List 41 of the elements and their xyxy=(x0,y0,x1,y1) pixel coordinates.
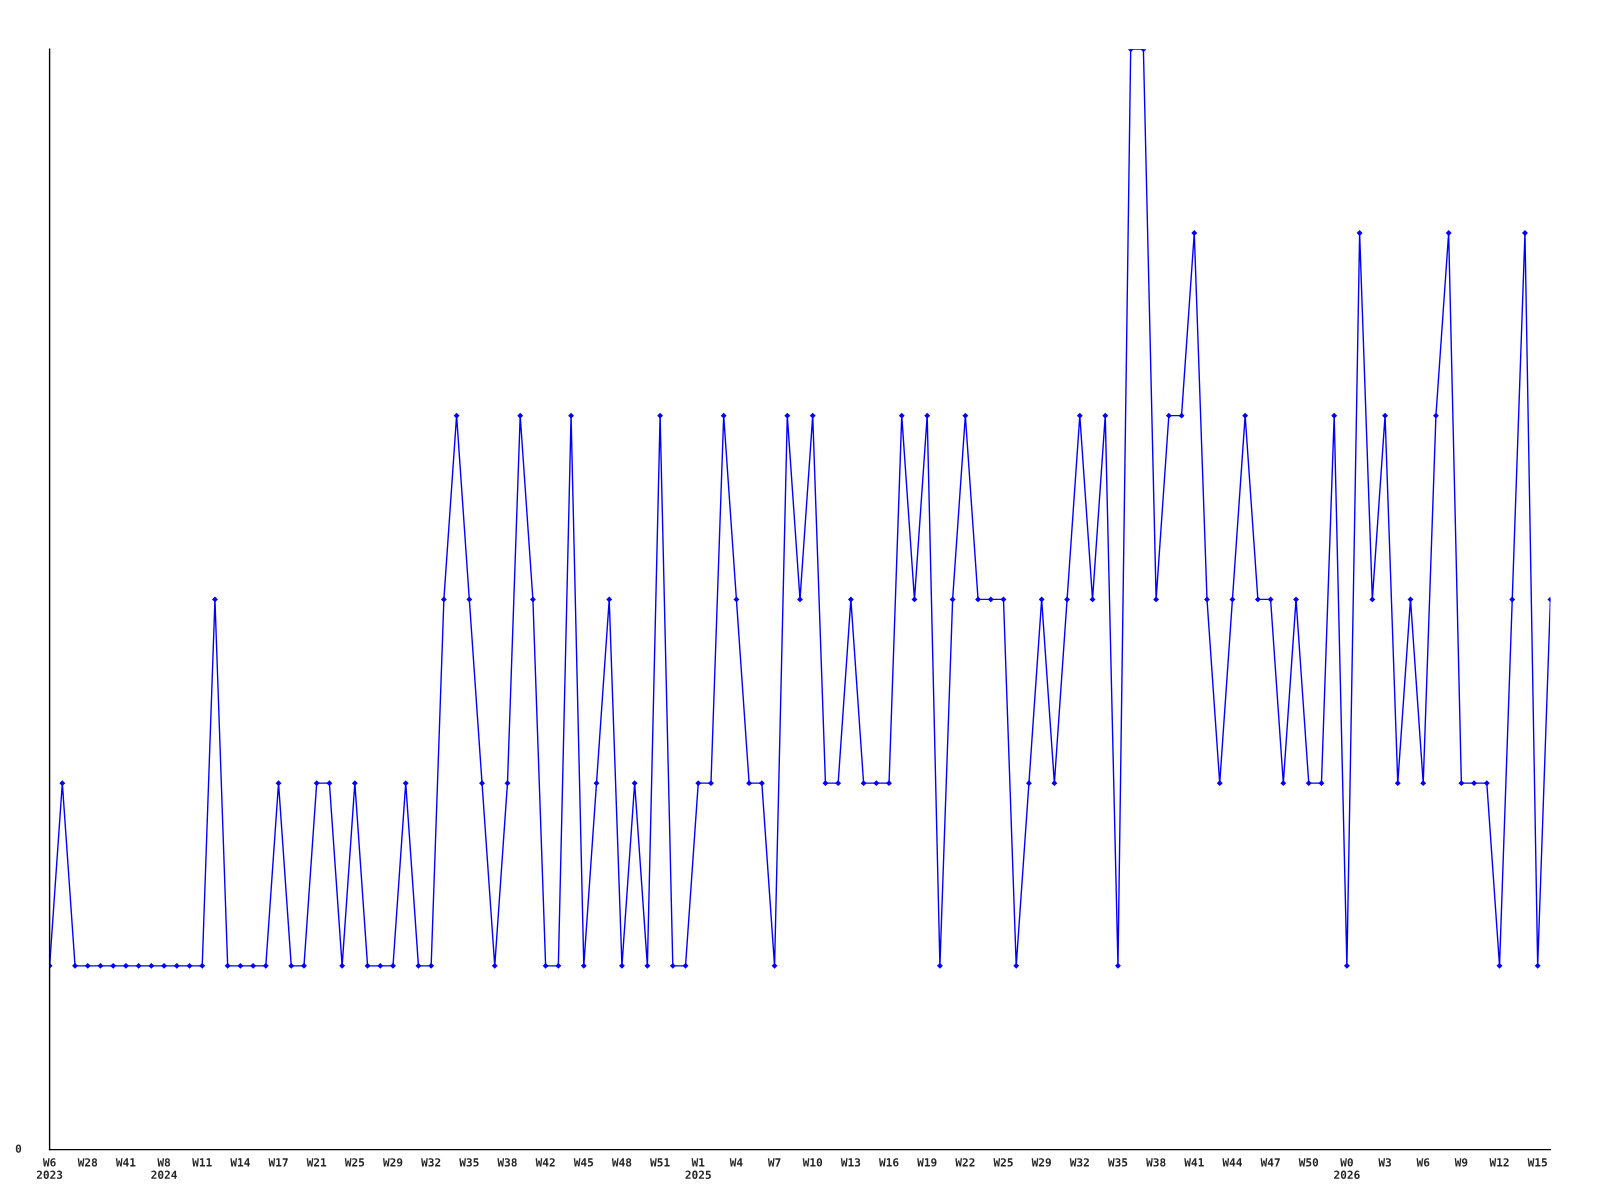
x-tick-label: W35 xyxy=(459,1158,479,1167)
x-tick-label: W51 xyxy=(650,1158,670,1167)
x-tick-label: W10 xyxy=(802,1158,823,1167)
x-tick-label: W42 xyxy=(535,1158,555,1167)
x-tick-label: W41 xyxy=(115,1158,136,1167)
x-tick-label: W38 xyxy=(497,1158,517,1167)
x-tick-label: W17 xyxy=(268,1158,288,1167)
x-tick-label: W6 xyxy=(1416,1158,1430,1167)
x-tick-label: W14 xyxy=(230,1158,250,1167)
x-tick-label: W47 xyxy=(1260,1158,1280,1167)
text: 0 xyxy=(15,1144,22,1153)
x-tick-label: W38 xyxy=(1146,1158,1166,1167)
x-tick-label: W9 xyxy=(1454,1158,1468,1167)
x-tick-label: W21 xyxy=(306,1158,327,1167)
x-tick-label: W1 2025 xyxy=(685,1158,711,1179)
x-tick-label: W22 xyxy=(955,1158,975,1167)
x-tick-label: W15 xyxy=(1527,1158,1547,1167)
x-tick-label: W48 xyxy=(611,1158,632,1167)
x-tick-label: W11 xyxy=(192,1158,212,1167)
x-tick-label: W32 xyxy=(421,1158,441,1167)
x-tick-label: W29 xyxy=(382,1158,403,1167)
x-tick-label: W35 xyxy=(1107,1158,1128,1167)
x-tick-label: W41 xyxy=(1184,1158,1204,1167)
x-tick-label: W50 xyxy=(1298,1158,1319,1167)
x-tick-label: W8 2024 xyxy=(151,1158,177,1179)
x-tick-label: W13 xyxy=(840,1158,861,1167)
x-tick-label: W28 xyxy=(77,1158,98,1167)
x-tick-label: W0 2026 xyxy=(1334,1158,1360,1179)
x-tick-label: W45 xyxy=(573,1158,594,1167)
x-tick-label: W6 2023 xyxy=(36,1158,63,1179)
x-tick-label: W19 xyxy=(917,1158,937,1167)
x-tick-label: W25 xyxy=(993,1158,1013,1167)
x-tick-label: W29 xyxy=(1031,1158,1051,1167)
x-tick-label: W25 xyxy=(344,1158,365,1167)
x-tick-label: W3 xyxy=(1378,1158,1392,1167)
x-tick-label: W16 xyxy=(879,1158,899,1167)
x-tick-label: W32 xyxy=(1069,1158,1089,1167)
x-tick-label: W4 xyxy=(729,1158,743,1167)
x-tick-label: W7 xyxy=(767,1158,781,1167)
x-tick-label: W12 xyxy=(1489,1158,1509,1167)
x-tick-label: W44 xyxy=(1222,1158,1242,1167)
